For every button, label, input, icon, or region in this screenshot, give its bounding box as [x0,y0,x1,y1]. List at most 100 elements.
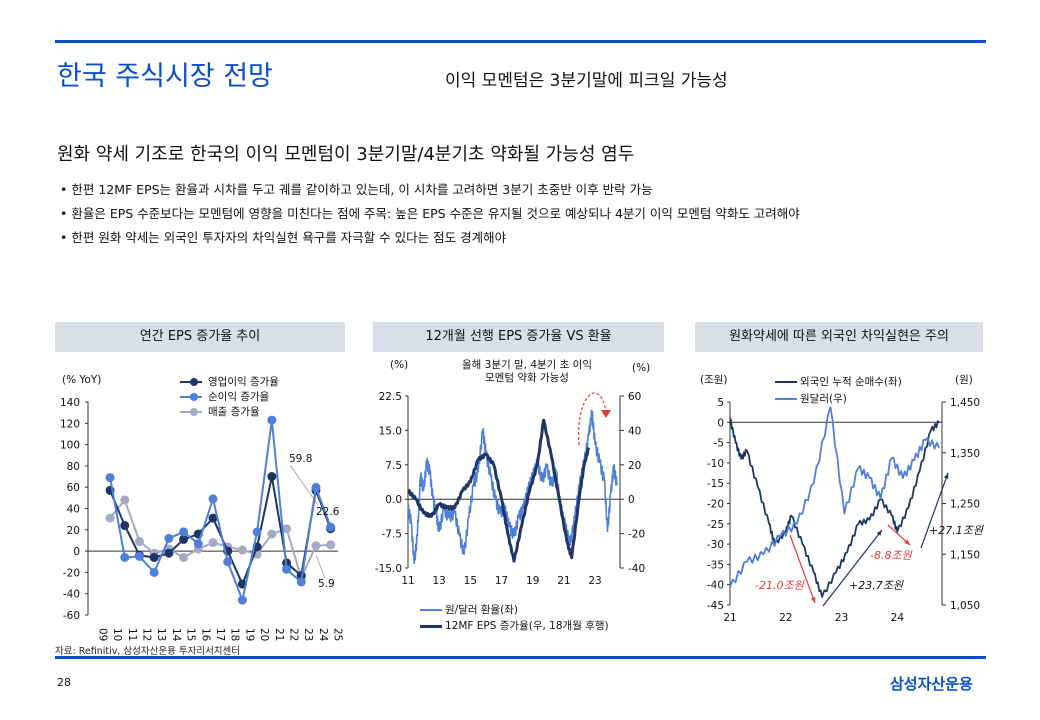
y-tick-right-label: -20 [628,529,645,541]
y-tick-label: -60 [63,610,80,622]
y-tick-label: 15.0 [379,425,402,437]
data-point [120,495,130,505]
y-tick-right-label: 60 [628,391,641,403]
data-label: 5.9 [318,578,335,590]
y-tick-label: 100 [60,440,80,452]
bullet-item: 한편 12MF EPS는 환율과 시차를 두고 궤를 같이하고 있는데, 이 시… [60,178,800,202]
data-point [179,552,189,562]
data-point [134,551,144,561]
data-point [149,567,159,577]
x-tick-label: 11 [126,628,138,641]
data-point [311,482,321,492]
y-tick-label: 120 [60,418,80,430]
x-tick-label: 24 [891,612,905,624]
x-tick-label: 21 [723,612,736,624]
x-tick-label: 12 [140,628,152,641]
trend-arrow [822,529,883,607]
headline: 원화 약세 기조로 한국의 이익 모멘텀이 3분기말/4분기초 약화될 가능성 … [57,144,635,165]
chart1-ylabel: (% YoY) [62,374,102,386]
bottom-divider [55,656,986,659]
data-point [208,538,218,548]
bullet-item: 한편 원화 약세는 외국인 투자자의 차익실현 욕구를 자극할 수 있다는 점도… [60,226,800,250]
chart2-annotation: 올해 3분기 말, 4분기 초 이익 모멘텀 약화 가능성 [462,359,592,384]
arrowhead-icon [810,597,816,603]
y-tick-right-label: 1,250 [950,499,980,511]
y-tick-label: 140 [60,397,80,409]
y-tick-label: -15 [707,478,724,490]
chart2-title: 12개월 선행 EPS 증가율 VS 환율 [373,322,664,352]
arrowhead-icon [943,473,949,479]
series-line [407,409,618,565]
chart3-ylabel-right: (원) [955,374,973,386]
x-tick-label: 21 [557,575,570,587]
trend-arrow [789,534,816,604]
y-tick-label: -30 [707,539,724,551]
y-tick-label: -10 [707,458,724,470]
trend-arrow [577,392,607,446]
chart3-ylabel-left: (조원) [700,374,728,386]
data-point [282,524,292,534]
y-tick-label: -25 [707,519,724,531]
bullet-item: 환율은 EPS 수준보다는 모멘텀에 영향을 미친다는 점에 주목: 높은 EP… [60,202,799,226]
x-tick-label: 18 [229,628,241,641]
y-tick-label: 22.5 [379,391,402,403]
x-tick-label: 22 [779,612,792,624]
data-point [120,552,130,562]
data-point [282,564,292,574]
y-tick-right-label: 0 [628,494,635,506]
x-tick-label: 22 [288,628,300,641]
arrowhead-icon [876,530,882,536]
x-tick-label: 19 [243,628,255,641]
trend-arrow [920,472,949,549]
legend-item: 12MF EPS 증가율(우, 18개월 후행) [420,618,609,634]
annotation: -8.8조원 [870,549,912,562]
chart2-ylabel-left: (%) [390,359,409,371]
data-point [208,513,218,523]
arrowhead-icon [601,410,611,418]
chart2-legend: 원/달러 환율(좌) 12MF EPS 증가율(우, 18개월 후행) [420,602,609,634]
annotation: +27.1조원 [929,524,983,537]
data-point [267,529,277,539]
y-tick-label: -20 [63,567,80,579]
data-point [311,541,321,551]
bullet-list: 한편 12MF EPS는 환율과 시차를 두고 궤를 같이하고 있는데, 이 시… [60,178,800,250]
annotation: -21.0조원 [755,579,804,592]
x-tick-label: 13 [432,575,445,587]
y-tick-right-label: 1,450 [950,397,980,409]
data-point [267,472,277,482]
data-point [179,527,189,537]
page-title: 한국 주식시장 전망 [57,61,273,92]
data-label: 22.6 [316,506,340,518]
leader-line [315,554,326,579]
y-tick-label: 80 [67,461,80,473]
arrowhead-icon [904,539,910,545]
y-tick-right-label: -40 [628,563,645,575]
series-line [109,498,331,579]
y-tick-label: 20 [67,525,80,537]
y-tick-right-label: 1,350 [950,448,980,460]
y-tick-label: 40 [67,504,80,516]
x-tick-label: 23 [588,575,601,587]
y-tick-label: 60 [67,482,80,494]
data-point [252,527,262,537]
legend-item: 외국인 누적 순매수(좌) [775,374,902,391]
series-line [729,406,941,588]
y-tick-right-label: 40 [628,425,641,437]
series-line [109,419,332,602]
annotation: +23.7조원 [849,579,903,592]
y-tick-label: 0 [717,417,724,429]
page-number: 28 [57,676,71,689]
data-point [134,537,144,547]
data-point [193,539,203,549]
y-tick-label: -7.5 [382,529,403,541]
data-point [105,473,115,483]
y-tick-label: 5 [717,397,724,409]
data-point [223,557,233,567]
chart2-ylabel-right: (%) [632,362,651,374]
company-logo: 삼성자산운용 [890,675,973,693]
y-tick-label: -45 [707,600,724,612]
x-tick-label: 17 [214,628,226,641]
data-point [149,552,159,562]
legend-item: 원/달러 환율(좌) [420,602,609,618]
